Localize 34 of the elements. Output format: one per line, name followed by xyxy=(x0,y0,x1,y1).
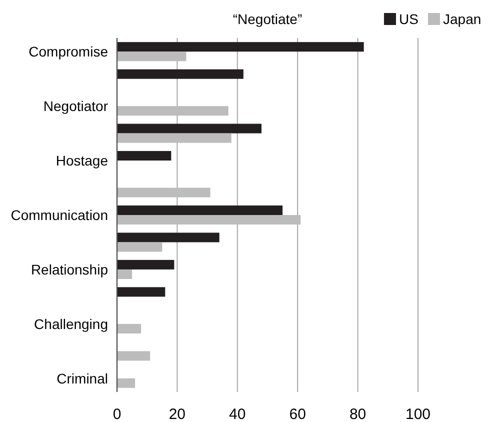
bar xyxy=(117,378,136,388)
bar xyxy=(117,69,244,79)
y-tick-label: Communication xyxy=(10,207,108,223)
x-tick-label: 20 xyxy=(168,406,186,422)
x-tick-label: 0 xyxy=(112,406,122,422)
bar xyxy=(117,269,132,279)
bar xyxy=(117,124,262,134)
bar xyxy=(117,287,166,297)
bar xyxy=(117,324,142,334)
bar xyxy=(117,151,172,161)
bar xyxy=(117,133,232,143)
x-tick-label: 100 xyxy=(405,406,431,422)
bar xyxy=(117,106,228,116)
x-tick-label: 80 xyxy=(349,406,366,422)
y-tick-label: Compromise xyxy=(28,44,108,60)
bar xyxy=(117,52,186,62)
y-tick-label: Relationship xyxy=(30,261,108,278)
x-tick-label: 60 xyxy=(289,406,306,422)
legend-label: Japan xyxy=(443,11,482,27)
bar xyxy=(117,232,220,242)
y-tick-label: Criminal xyxy=(56,370,108,386)
y-tick-label: Challenging xyxy=(34,316,108,332)
bar xyxy=(117,351,150,361)
bar xyxy=(117,205,283,215)
x-tick-label: 40 xyxy=(229,406,246,422)
bar xyxy=(117,215,301,225)
bar xyxy=(117,42,364,52)
y-tick-label: Negotiator xyxy=(43,98,108,114)
bar xyxy=(117,260,174,270)
bar xyxy=(117,242,162,252)
y-tick-label: Hostage xyxy=(56,152,108,169)
chart-title: “Negotiate” xyxy=(232,11,302,27)
bar xyxy=(117,188,210,198)
legend-label: US xyxy=(399,11,418,27)
